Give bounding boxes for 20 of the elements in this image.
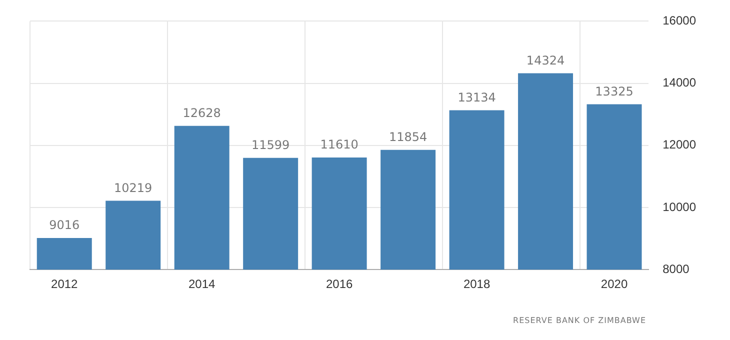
- data-label: 11854: [388, 130, 428, 144]
- data-label: 12628: [182, 106, 221, 120]
- data-label: 9016: [49, 218, 80, 232]
- y-tick-label: 10000: [662, 200, 696, 214]
- data-label: 10219: [114, 180, 152, 195]
- y-tick-label: 16000: [662, 14, 696, 28]
- data-label: 11610: [320, 138, 358, 152]
- y-tick-label: 8000: [662, 262, 690, 276]
- data-label: 13325: [595, 84, 634, 98]
- y-tick-label: 14000: [662, 76, 696, 90]
- x-tick-label: 2014: [188, 277, 216, 292]
- data-label: 11599: [251, 138, 290, 152]
- x-tick-label: 2012: [51, 277, 78, 292]
- x-tick-label: 2018: [463, 277, 490, 292]
- text: RESERVE BANK OF ZIMBABWE: [512, 316, 646, 325]
- data-label: 13134: [458, 90, 496, 104]
- y-tick-label: 12000: [662, 138, 696, 152]
- data-label: 14324: [526, 53, 565, 68]
- x-tick-label: 2020: [600, 277, 628, 292]
- x-tick-label: 2016: [326, 277, 353, 292]
